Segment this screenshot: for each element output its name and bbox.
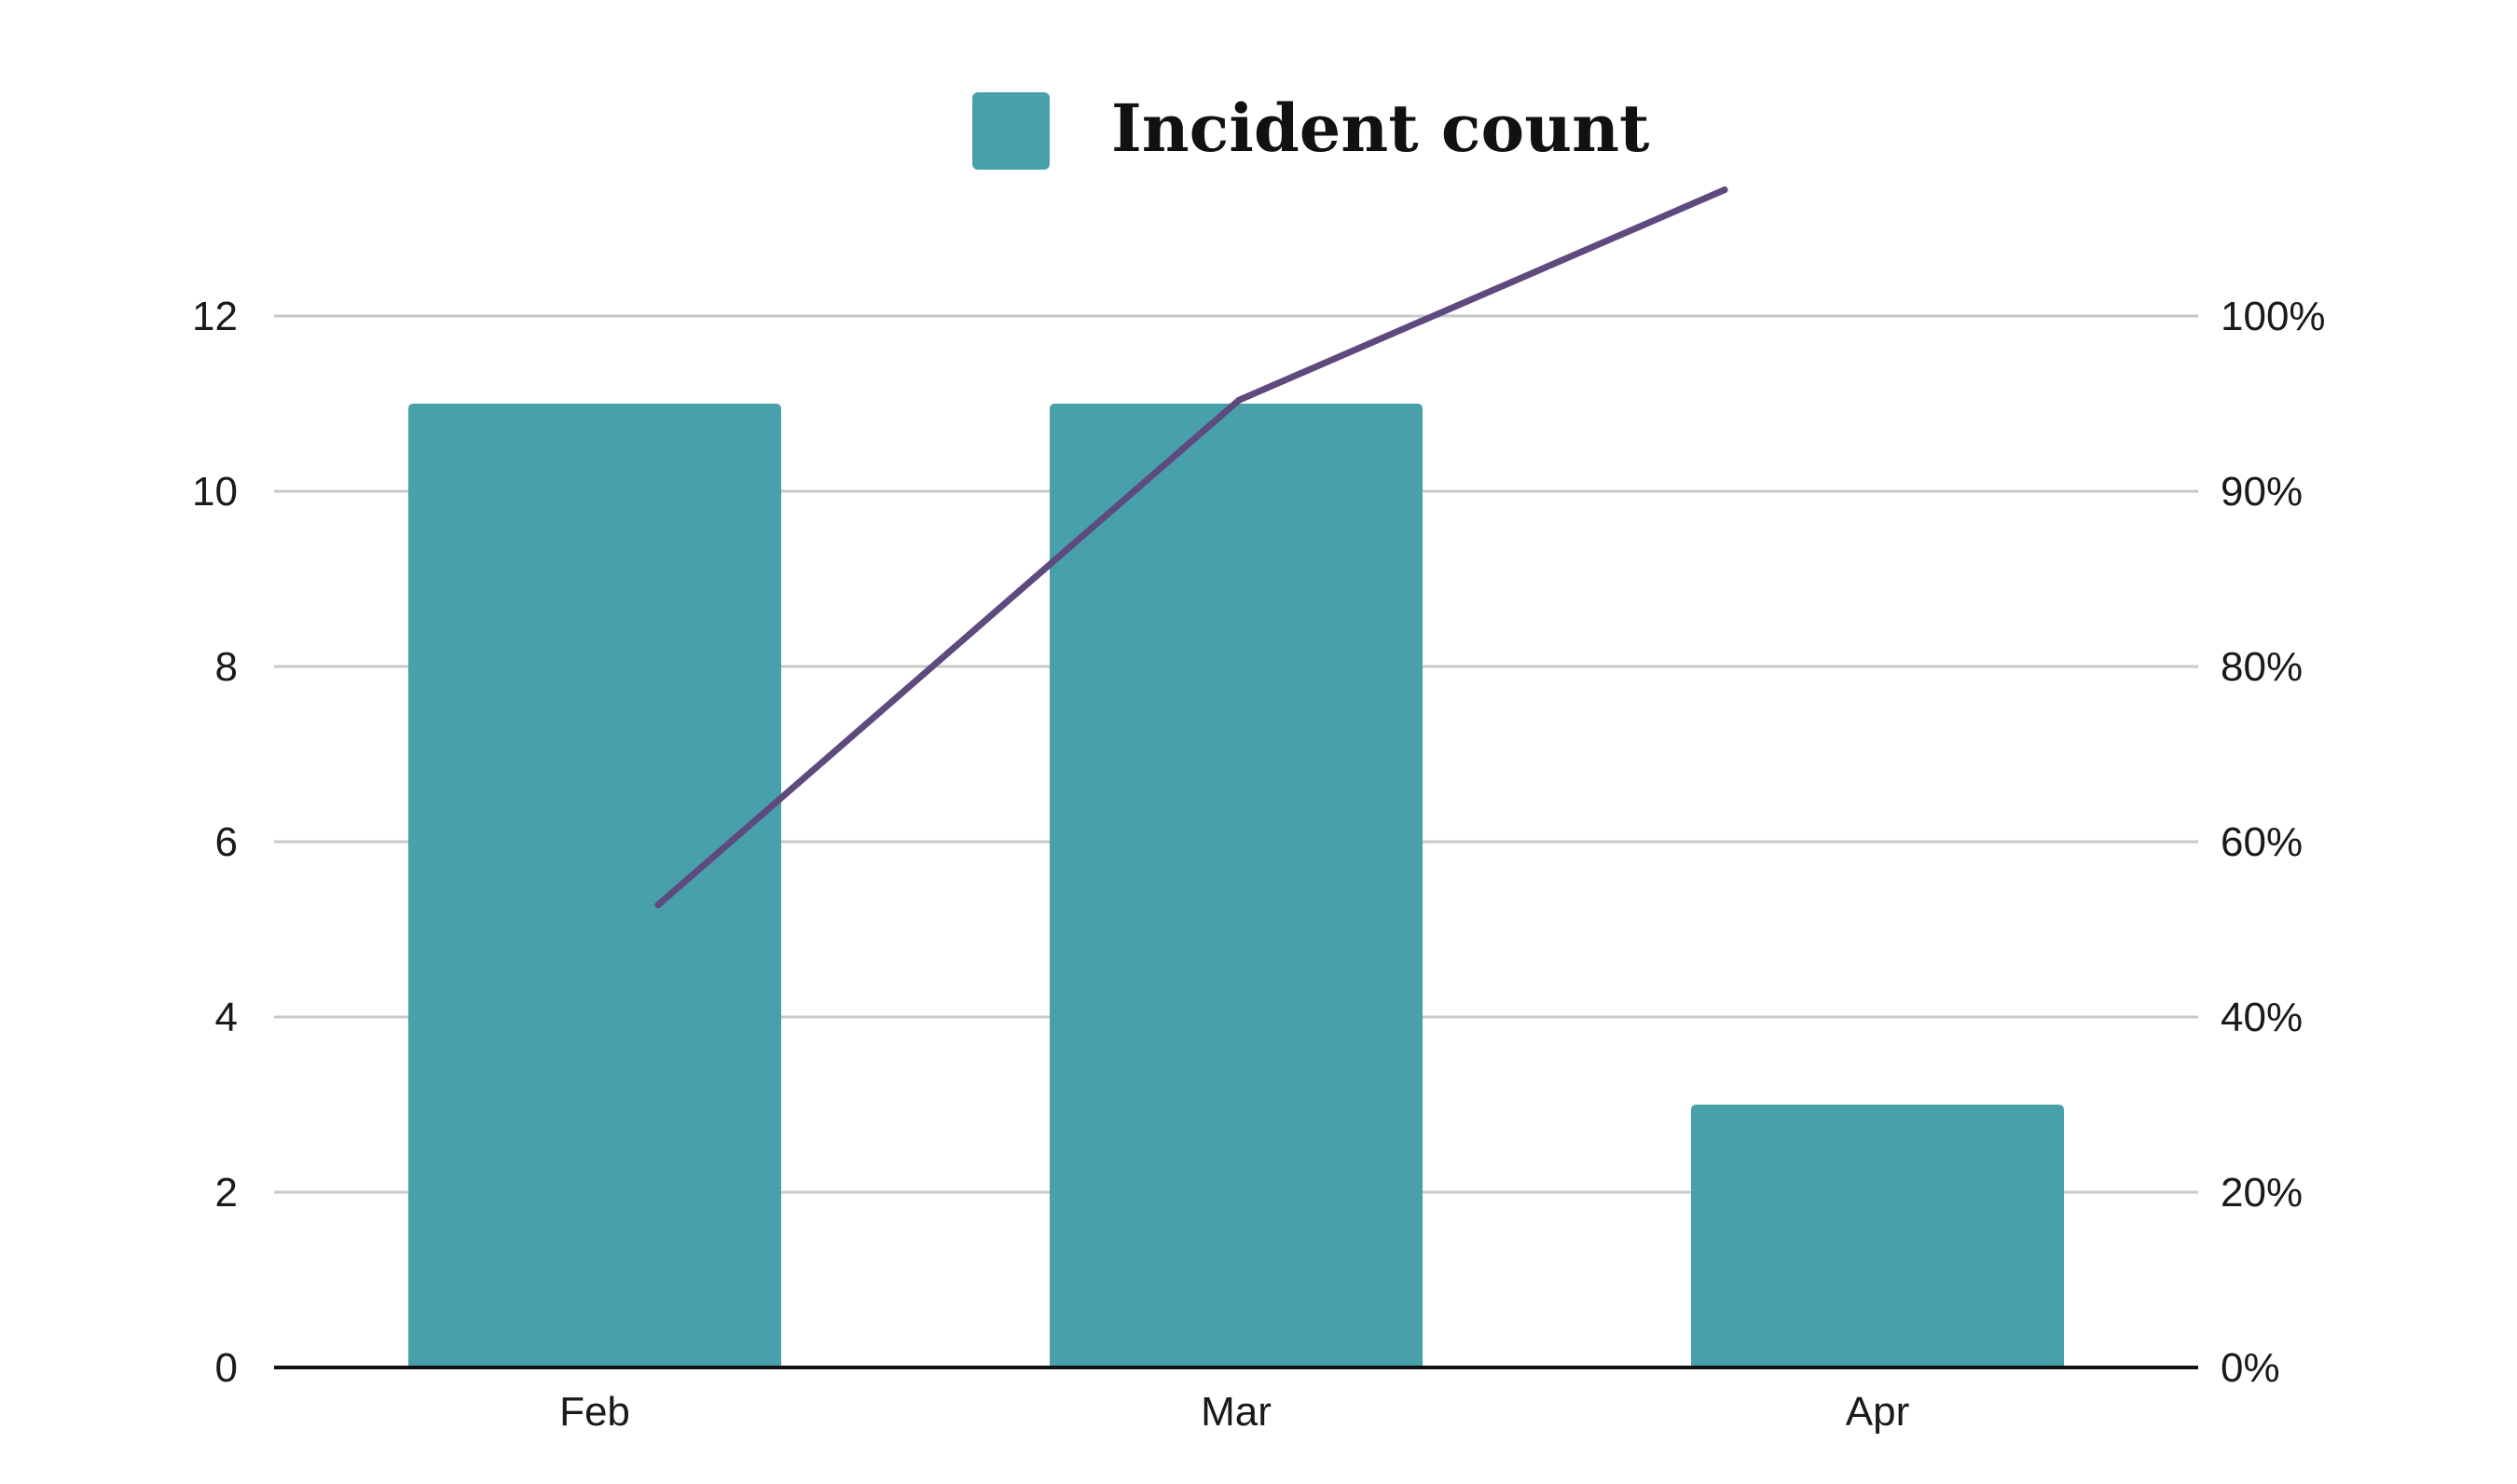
right-tick-label: 90% xyxy=(2221,469,2303,515)
x-axis: Feb Mar Apr xyxy=(559,1389,1909,1435)
right-tick-label: 100% xyxy=(2221,294,2326,339)
legend: Incident count xyxy=(972,89,1649,170)
left-tick-label: 6 xyxy=(215,819,238,865)
right-tick-label: 80% xyxy=(2221,644,2303,690)
right-tick-label: 0% xyxy=(2221,1345,2280,1391)
right-tick-label: 40% xyxy=(2221,995,2303,1040)
left-tick-label: 12 xyxy=(192,294,238,339)
left-tick-label: 0 xyxy=(215,1345,238,1391)
legend-swatch-incident-count xyxy=(972,92,1050,170)
line-series xyxy=(654,186,1728,909)
left-tick-label: 10 xyxy=(192,469,238,515)
right-tick-label: 20% xyxy=(2221,1170,2303,1216)
bar-apr xyxy=(1691,1105,2064,1367)
line-point-apr xyxy=(1721,186,1728,194)
legend-label-incident-count: Incident count xyxy=(1111,89,1649,167)
x-tick-label: Apr xyxy=(1846,1389,1909,1435)
bar-feb xyxy=(408,404,781,1367)
x-tick-label: Mar xyxy=(1201,1389,1272,1435)
left-tick-label: 8 xyxy=(215,644,238,690)
left-tick-label: 2 xyxy=(215,1170,238,1216)
line-point-mar xyxy=(1235,396,1243,404)
right-tick-label: 60% xyxy=(2221,819,2303,865)
bar-series xyxy=(408,404,2064,1367)
right-axis: 0% 20% 40% 60% 80% 90% 100% xyxy=(2221,294,2326,1391)
bar-mar xyxy=(1050,404,1423,1367)
x-tick-label: Feb xyxy=(559,1389,630,1435)
left-axis: 0 2 4 6 8 10 12 xyxy=(192,294,238,1391)
left-tick-label: 4 xyxy=(215,995,238,1040)
line-point-feb xyxy=(654,901,662,909)
